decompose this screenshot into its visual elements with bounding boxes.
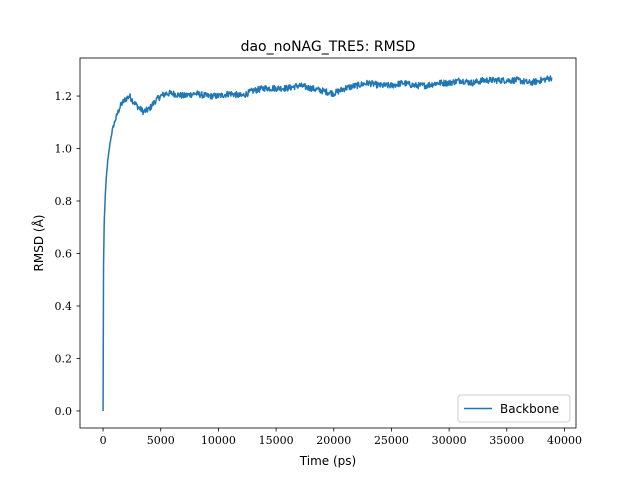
y-tick-label: 0.6 (55, 247, 73, 260)
x-tick-label: 5000 (147, 434, 175, 447)
y-tick-label: 0.4 (55, 300, 73, 313)
x-tick-label: 40000 (547, 434, 582, 447)
y-axis-label: RMSD (Å) (31, 215, 46, 272)
x-tick-label: 30000 (432, 434, 467, 447)
y-tick-label: 0.2 (55, 352, 73, 365)
x-axis-ticks: 0 5000 10000 15000 20000 25000 30000 35000 40000 (100, 428, 582, 447)
legend: Backbone (457, 394, 571, 423)
y-tick-label: 0.8 (55, 195, 73, 208)
x-tick-label: 10000 (201, 434, 236, 447)
plot-area (102, 75, 553, 411)
y-tick-label: 0.0 (55, 405, 73, 418)
legend-label-backbone: Backbone (500, 402, 559, 416)
y-axis-ticks: 0.0 0.2 0.4 0.6 0.8 1.0 1.2 (55, 90, 80, 418)
x-axis-label: Time (ps) (299, 454, 356, 468)
legend-box (457, 394, 571, 423)
x-tick-label: 15000 (259, 434, 294, 447)
y-tick-label: 1.2 (55, 90, 73, 103)
chart-title: dao_noNAG_TRE5: RMSD (241, 39, 416, 55)
x-tick-label: 0 (100, 434, 107, 447)
x-tick-label: 35000 (489, 434, 524, 447)
x-tick-label: 20000 (316, 434, 351, 447)
axes-frame (79, 57, 577, 429)
y-tick-label: 1.0 (55, 143, 73, 156)
x-tick-label: 25000 (374, 434, 409, 447)
series-line-backbone (102, 75, 553, 411)
